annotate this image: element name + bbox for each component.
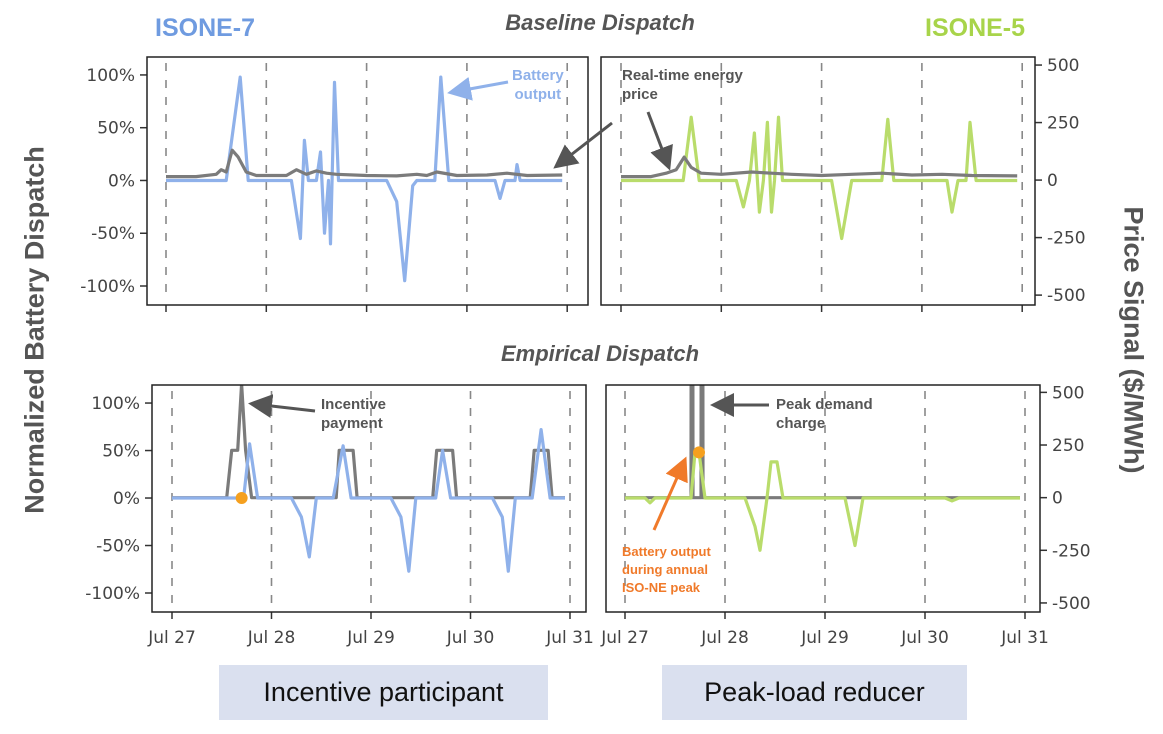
y2-tick-label: 250: [1052, 436, 1084, 456]
series-line-battery-output: [172, 428, 565, 573]
x-tick-label: Jul 28: [700, 628, 749, 648]
y2-tick-label: 500: [1052, 383, 1084, 403]
series-line-real-time-energy-price: [166, 148, 563, 179]
series-group: [621, 115, 1018, 241]
x-tick-label: Jul 31: [1000, 628, 1049, 648]
rt-price-arrow-left: [553, 121, 613, 169]
incentive-arrow: [248, 394, 316, 418]
footer-peak-load-reducer: Peak-load reducer: [662, 665, 967, 720]
x-tick-label: Jul 30: [446, 628, 495, 648]
footer-incentive-participant: Incentive participant: [219, 665, 548, 720]
y-tick-label: 100%: [91, 394, 140, 414]
series-group: [625, 385, 1020, 552]
series-line-peak-demand-charge: [625, 385, 1020, 500]
panel-frame: [146, 56, 589, 306]
series-line-battery-output: [625, 450, 1020, 552]
isone7-title: ISONE-7: [155, 14, 256, 42]
y2-tick-label: 0: [1047, 171, 1058, 191]
panel-frame: [605, 384, 1041, 613]
incentive-annotation: Incentive payment: [321, 396, 387, 432]
panel-empirical-isone5: Jul 27 Jul 28 Jul 29 Jul 30 Jul 31 500 250 0 -25…: [600, 383, 1091, 648]
y2-tick-label: 250: [1047, 114, 1079, 134]
battery-output-arrow: [447, 76, 509, 101]
panel-baseline-isone7: 100% 50% 0% -50% -100%: [80, 56, 589, 312]
panel-baseline-isone5: 500 250 0 -250 -500: [600, 56, 1086, 312]
peak-demand-annotation: Peak demand charge: [776, 396, 873, 432]
y-tick-label: -100%: [80, 277, 135, 297]
x-tick-label: Jul 31: [545, 628, 594, 648]
x-tick-label: Jul 29: [346, 628, 395, 648]
y-axis-label-left: Normalized Battery Dispatch: [19, 146, 50, 514]
battery-output-annotation: Battery output: [512, 67, 564, 103]
y-tick-label: 50%: [97, 119, 135, 139]
y-tick-label: 0%: [113, 489, 140, 509]
series-group: [172, 385, 565, 573]
panel-empirical-isone7: Jul 27 Jul 28 Jul 29 Jul 30 Jul 31 100% 50% 0% -…: [85, 384, 594, 648]
y2-tick-label: -250: [1047, 229, 1086, 249]
series-line-real-time-energy-price: [621, 155, 1018, 179]
series-line-battery-output: [166, 75, 563, 283]
y-tick-label: -50%: [96, 537, 140, 557]
y2-tick-label: -500: [1047, 286, 1086, 306]
y-axis-label-right: Price Signal ($/MWh): [1118, 206, 1149, 474]
y-tick-label: 100%: [86, 66, 135, 86]
annual-peak-marker: [693, 446, 705, 459]
series-group: [166, 75, 563, 283]
panel-frame: [151, 384, 587, 613]
panel-frame: [600, 56, 1036, 306]
x-tick-label: Jul 28: [247, 628, 296, 648]
rt-price-annotation: Real-time energy price: [622, 67, 743, 103]
annual-peak-annotation: Battery output during annual ISO-NE peak: [622, 544, 711, 595]
empirical-title: Empirical Dispatch: [500, 341, 700, 366]
y-tick-label: 0%: [108, 171, 135, 191]
baseline-title: Baseline Dispatch: [505, 10, 695, 35]
y2-tick-label: 500: [1047, 56, 1079, 76]
isone5-title: ISONE-5: [925, 14, 1026, 42]
rt-price-arrow-right: [646, 111, 673, 171]
series-line-battery-output: [621, 115, 1018, 241]
x-tick-label: Jul 30: [900, 628, 949, 648]
y-tick-label: -100%: [85, 584, 140, 604]
y2-tick-label: -250: [1052, 541, 1091, 561]
x-tick-label: Jul 29: [800, 628, 849, 648]
y-tick-label: 50%: [102, 442, 140, 462]
y2-tick-label: -500: [1052, 594, 1091, 614]
annual-peak-arrow: [652, 456, 688, 531]
annotation-arrows: [248, 76, 769, 531]
x-tick-label: Jul 27: [147, 628, 196, 648]
x-tick-label: Jul 27: [600, 628, 649, 648]
y-tick-label: -50%: [91, 224, 135, 244]
y2-tick-label: 0: [1052, 489, 1063, 509]
annual-peak-marker: [235, 492, 248, 505]
series-line-incentive-payment: [172, 385, 565, 500]
